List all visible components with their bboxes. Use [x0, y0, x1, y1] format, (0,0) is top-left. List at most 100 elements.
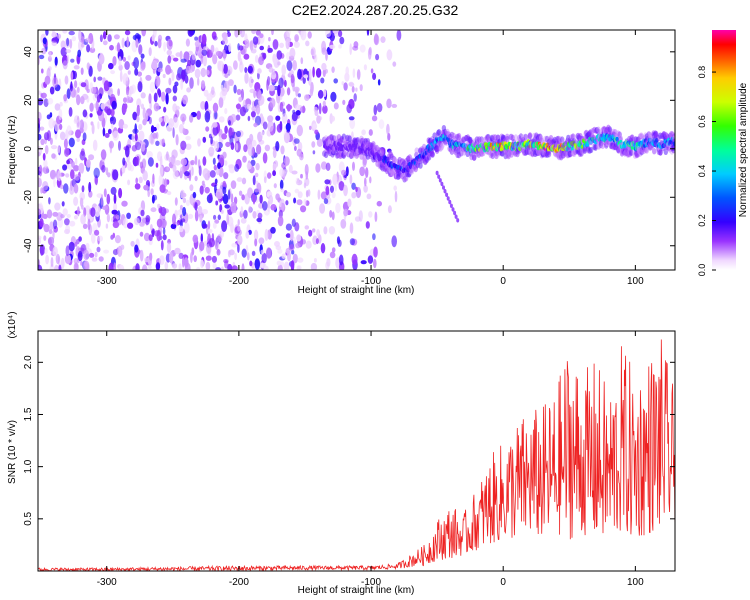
spectrogram-noise-blob [307, 189, 311, 197]
spectrogram-noise-blob [224, 73, 229, 79]
spectrogram-noise-blob [155, 140, 160, 146]
spectrogram-noise-blob [151, 34, 155, 42]
spectrogram-noise-blob [213, 164, 217, 171]
spectrogram-noise-blob [49, 112, 53, 118]
spectrogram-noise-blob [60, 40, 66, 49]
spectrogram-noise-blob [370, 68, 374, 74]
spectrogram-noise-blob [366, 193, 372, 200]
spectrogram-noise-blob [132, 111, 138, 121]
spectrogram-noise-blob [253, 229, 259, 241]
spectrogram-noise-blob [349, 174, 353, 185]
spectrogram-noise-blob [176, 73, 182, 81]
spectrogram-noise-blob [126, 212, 131, 219]
y-tick-label: 0 [23, 146, 34, 152]
spectrogram-noise-blob [137, 71, 143, 77]
spectrogram-noise-blob [51, 153, 56, 159]
spectrogram-noise-blob [159, 184, 166, 193]
spectrogram-noise-blob [62, 164, 68, 171]
spectrogram-noise-blob [227, 250, 231, 258]
spectrogram-noise-blob [331, 66, 335, 73]
spectrogram-noise-blob [196, 110, 201, 121]
spectrogram-tail-point [442, 185, 445, 190]
spectrogram-noise-blob [301, 239, 306, 245]
spectrogram-noise-blob [320, 243, 326, 254]
spectrogram-noise-blob [87, 218, 91, 231]
spectrogram-noise-blob [112, 221, 120, 229]
spectrogram-noise-blob [118, 187, 123, 199]
spectrogram-noise-blob [338, 181, 345, 191]
spectrogram-noise-blob [140, 103, 145, 110]
spectrogram-noise-blob [142, 61, 146, 68]
spectrogram-noise-blob [75, 157, 78, 165]
spectrogram-noise-blob [296, 199, 303, 206]
spectrogram-noise-blob [252, 264, 256, 270]
spectrogram-noise-blob [308, 68, 312, 81]
spectrogram-noise-blob [42, 165, 49, 174]
spectrogram-noise-blob [144, 217, 150, 225]
spectrogram-noise-blob [208, 133, 212, 139]
spectrogram-noise-blob [207, 220, 211, 230]
spectrogram-noise-blob [38, 177, 42, 188]
spectrogram-noise-blob [59, 184, 65, 190]
spectrogram-noise-blob [205, 261, 211, 270]
spectrogram-noise-blob [199, 215, 203, 223]
spectrogram-noise-blob [323, 226, 328, 235]
spectrogram-noise-blob [109, 116, 114, 122]
spectrogram-noise-blob [70, 169, 75, 180]
spectrogram-noise-blob [110, 186, 117, 195]
spectrogram-noise-blob [228, 79, 234, 85]
spectrogram-noise-blob [48, 197, 51, 205]
spectrogram-noise-blob [368, 129, 373, 136]
spectrogram-noise-blob [277, 84, 281, 97]
spectrogram-noise-blob [296, 234, 302, 242]
spectrogram-noise-blob [204, 110, 211, 123]
spectrogram-noise-blob [41, 47, 47, 55]
spectrogram-noise-blob [59, 101, 63, 107]
spectrogram-noise-blob [159, 155, 163, 168]
spectrogram-noise-blob [77, 250, 83, 262]
spectrogram-noise-blob [58, 108, 63, 121]
spectrogram-noise-blob [283, 132, 290, 144]
spectrogram-noise-blob [234, 30, 239, 38]
spectrogram-noise-blob [239, 106, 246, 117]
spectrogram-noise-blob [325, 50, 328, 61]
spectrogram-noise-blob [341, 81, 345, 86]
spectrogram-noise-blob [281, 64, 287, 76]
spectrogram-noise-blob [312, 123, 318, 130]
spectrogram-noise-blob [291, 249, 295, 255]
spectrogram-noise-blob [197, 205, 203, 215]
spectrogram-noise-blob [78, 162, 85, 173]
spectrogram-noise-blob [224, 160, 228, 166]
spectrogram-noise-blob [62, 30, 68, 34]
spectrogram-noise-blob [135, 38, 139, 48]
spectrogram-noise-blob [182, 255, 185, 268]
spectrogram-noise-blob [256, 144, 262, 155]
spectrogram-noise-blob [134, 123, 137, 135]
spectrogram-noise-blob [57, 170, 62, 182]
spectrogram-noise-blob [71, 160, 75, 168]
spectrogram-noise-blob [134, 244, 139, 253]
spectrogram-noise-blob [335, 202, 341, 214]
spectrogram-noise-blob [252, 36, 259, 45]
spectrogram-noise-blob [182, 192, 187, 198]
spectrogram-noise-blob [126, 95, 130, 104]
spectrogram-noise-blob [260, 262, 267, 269]
spectrogram-noise-blob [161, 138, 166, 147]
spectrogram-noise-blob [127, 161, 132, 171]
spectrogram-noise-blob [295, 242, 301, 249]
y-tick-label: -40 [23, 238, 34, 253]
spectrogram-noise-blob [285, 223, 292, 231]
spectrogram-noise-blob [373, 246, 378, 258]
spectrogram-noise-blob [222, 186, 227, 195]
spectrogram-noise-blob [50, 257, 54, 268]
spectrogram-noise-blob [167, 68, 173, 74]
spectrogram-noise-blob [250, 159, 256, 166]
spectrogram-tail-point [451, 207, 455, 212]
spectrogram-noise-blob [163, 106, 167, 113]
spectrogram-noise-blob [257, 68, 262, 74]
spectrogram-noise-blob [286, 30, 291, 38]
spectrogram-noise-blob [241, 248, 247, 258]
spectrogram-noise-blob [185, 199, 190, 206]
x-tick-label: -100 [361, 577, 381, 588]
spectrogram-noise-blob [277, 61, 281, 66]
